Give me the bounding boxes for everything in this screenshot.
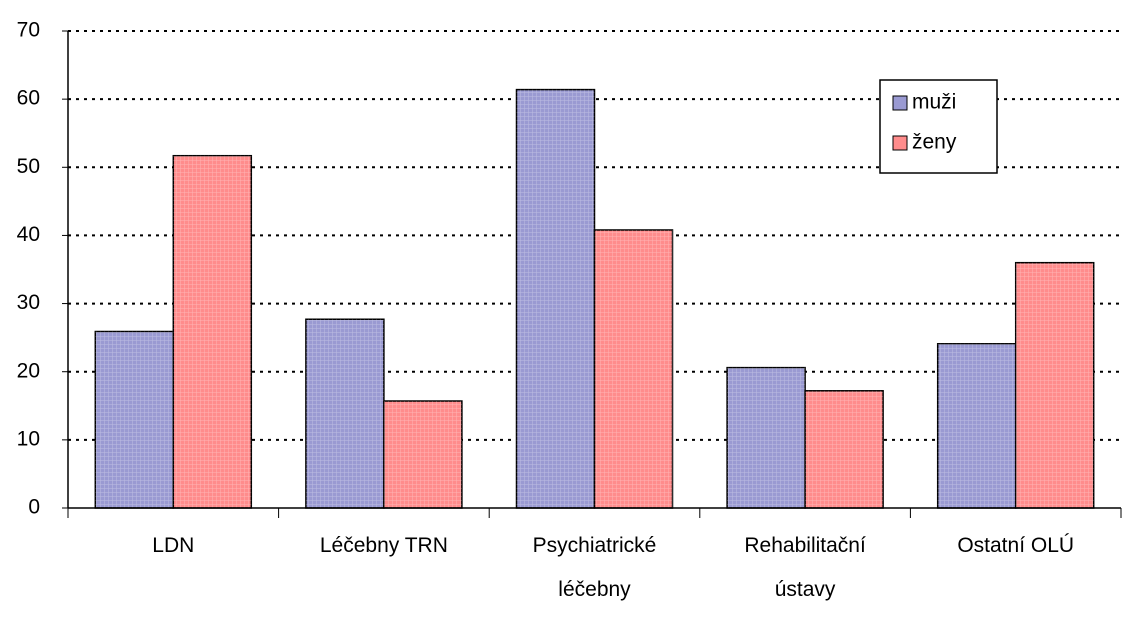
x-tick-label: LDN xyxy=(152,534,195,557)
bar xyxy=(94,330,175,509)
bar xyxy=(726,366,806,509)
bar xyxy=(515,88,596,509)
bar xyxy=(383,400,463,509)
x-tick-label: Rehabilitační ústavy xyxy=(744,534,866,601)
x-tick-label: Léčebny TRN xyxy=(319,534,448,557)
legend-label: muži xyxy=(912,91,956,114)
bar xyxy=(172,154,253,509)
bar xyxy=(936,343,1017,509)
legend-swatch xyxy=(892,95,908,111)
y-tick-label: 70 xyxy=(17,19,40,42)
bar xyxy=(305,318,385,509)
y-tick-label: 50 xyxy=(17,155,40,178)
y-tick-label: 30 xyxy=(17,291,40,314)
x-tick-label: Ostatní OLÚ xyxy=(957,534,1075,557)
bar xyxy=(1014,261,1095,509)
bar xyxy=(804,390,884,509)
y-tick-label: 20 xyxy=(17,359,40,382)
legend-swatch xyxy=(892,135,908,151)
legend-label: ženy xyxy=(912,131,957,154)
y-tick-label: 0 xyxy=(28,496,40,519)
x-tick-label: Psychiatrické léčebny xyxy=(532,534,657,601)
y-tick-label: 40 xyxy=(17,223,40,246)
bar xyxy=(593,229,674,509)
y-tick-label: 60 xyxy=(17,87,40,110)
y-tick-label: 10 xyxy=(17,427,40,450)
